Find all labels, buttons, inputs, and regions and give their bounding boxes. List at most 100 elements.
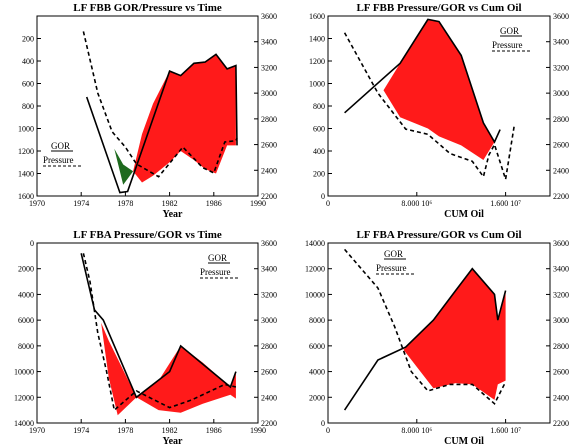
right-tick-label: 2600 xyxy=(261,368,277,377)
right-tick-label: 3200 xyxy=(261,290,277,299)
x-tick-label: 1974 xyxy=(73,426,89,435)
fill-area-2 xyxy=(133,54,236,183)
right-tick-label: 3400 xyxy=(553,265,569,274)
right-tick-label: 2400 xyxy=(553,166,569,175)
right-tick-label: 2600 xyxy=(261,141,277,150)
left-tick-label: 600 xyxy=(22,80,34,89)
right-tick-label: 2200 xyxy=(261,192,277,201)
legend: GOR Pressure xyxy=(492,26,532,52)
left-tick-label: 14000 xyxy=(305,239,325,248)
chart-title: LF FBB Pressure/GOR vs Cum Oil xyxy=(356,2,521,14)
series-line-pressure xyxy=(82,31,238,178)
fill-area-1 xyxy=(114,148,134,185)
x-tick-label: 1978 xyxy=(117,426,133,435)
right-tick-label: 3600 xyxy=(261,239,277,248)
x-tick-label: 1990 xyxy=(250,199,266,208)
x-axis-label: Year xyxy=(163,209,184,220)
right-tick-label: 3000 xyxy=(553,316,569,325)
left-tick-label: 200 xyxy=(22,35,34,44)
right-tick-label: 3600 xyxy=(261,12,277,21)
plot-frame xyxy=(36,242,259,424)
x-tick-label: 1978 xyxy=(117,199,133,208)
x-axis-label: CUM Oil xyxy=(444,436,484,445)
plot-frame xyxy=(327,242,551,424)
chart-panel-4: LF FBA Pressure/GOR vs Cum Oil 0 2000 4000 6… xyxy=(305,229,569,445)
series-line-gor xyxy=(80,253,237,399)
left-tick-label: 400 xyxy=(313,147,325,156)
left-tick-label: 6000 xyxy=(309,342,325,351)
left-tick-label: 1600 xyxy=(309,12,325,21)
left-tick-label: 800 xyxy=(313,102,325,111)
right-tick-label: 2200 xyxy=(553,192,569,201)
left-tick-label: 12000 xyxy=(14,393,34,402)
right-tick-label: 3400 xyxy=(261,265,277,274)
right-tick-label: 2400 xyxy=(261,166,277,175)
right-tick-label: 3000 xyxy=(261,316,277,325)
chart-panel-3: LF FBA Pressure/GOR vs Time 0 2000 4000 6000… xyxy=(14,229,277,445)
left-tick-label: 1000 xyxy=(18,125,34,134)
fill-area-1 xyxy=(101,322,236,416)
x-tick-label: 1982 xyxy=(162,199,178,208)
legend-label-gor: GOR xyxy=(208,253,227,263)
left-tick-label: 1200 xyxy=(309,57,325,66)
chart-panel-1: LF FBB GOR/Pressure vs Time 200 400 600 800 1… xyxy=(18,2,277,220)
right-tick-label: 3200 xyxy=(553,290,569,299)
legend: GOR Pressure xyxy=(43,141,83,167)
left-tick-label: 0 xyxy=(321,192,325,201)
chart-panel-2: LF FBB Pressure/GOR vs Cum Oil 0 200 400 600… xyxy=(309,2,569,220)
right-tick-label: 2800 xyxy=(261,342,277,351)
x-tick-label: 1986 xyxy=(206,199,222,208)
left-tick-label: 8000 xyxy=(18,342,34,351)
x-tick-label: 8.000 10⁶ xyxy=(401,426,432,435)
x-tick-label: 1.600 10⁷ xyxy=(490,199,521,208)
chart-title: LF FBA Pressure/GOR vs Time xyxy=(73,229,222,241)
legend-label-pressure: Pressure xyxy=(376,263,407,273)
x-tick-label: 1.600 10⁷ xyxy=(490,426,521,435)
right-tick-label: 3600 xyxy=(553,12,569,21)
series-line-pressure xyxy=(82,253,237,412)
legend: GOR Pressure xyxy=(376,249,416,275)
right-tick-label: 2400 xyxy=(261,393,277,402)
right-tick-label: 2800 xyxy=(553,342,569,351)
left-tick-label: 8000 xyxy=(309,316,325,325)
right-tick-label: 3200 xyxy=(553,63,569,72)
left-tick-label: 0 xyxy=(30,239,34,248)
legend-label-gor: GOR xyxy=(384,249,403,259)
left-tick-label: 10000 xyxy=(305,290,325,299)
legend-label-pressure: Pressure xyxy=(492,40,523,50)
right-tick-label: 3400 xyxy=(553,38,569,47)
x-tick-label: 1974 xyxy=(73,199,89,208)
right-tick-label: 3000 xyxy=(261,89,277,98)
left-tick-label: 12000 xyxy=(305,265,325,274)
legend-label-gor: GOR xyxy=(500,26,519,36)
right-tick-label: 2800 xyxy=(553,115,569,124)
left-tick-label: 1400 xyxy=(18,170,34,179)
left-tick-label: 200 xyxy=(313,170,325,179)
x-axis-label: CUM Oil xyxy=(444,209,484,220)
left-tick-label: 600 xyxy=(313,125,325,134)
left-tick-label: 0 xyxy=(321,419,325,428)
series-line-gor xyxy=(344,18,501,144)
left-tick-label: 2000 xyxy=(18,265,34,274)
right-tick-label: 2200 xyxy=(553,419,569,428)
right-tick-label: 3400 xyxy=(261,38,277,47)
left-tick-label: 1200 xyxy=(18,147,34,156)
left-tick-label: 4000 xyxy=(309,368,325,377)
left-tick-label: 400 xyxy=(22,57,34,66)
series-line-gor xyxy=(343,267,507,411)
right-tick-label: 3600 xyxy=(553,239,569,248)
x-tick-label: 8.000 10⁶ xyxy=(401,199,432,208)
x-tick-label: 1970 xyxy=(29,426,45,435)
x-axis-label: Year xyxy=(163,436,184,445)
fill-area-1 xyxy=(403,268,506,400)
left-tick-label: 6000 xyxy=(18,316,34,325)
legend-label-pressure: Pressure xyxy=(43,155,74,165)
series-line-pressure xyxy=(343,248,507,405)
right-tick-label: 2800 xyxy=(261,115,277,124)
right-tick-label: 3000 xyxy=(553,89,569,98)
x-tick-label: 0 xyxy=(326,426,330,435)
legend: GOR Pressure xyxy=(200,253,240,279)
x-tick-label: 1990 xyxy=(250,426,266,435)
left-tick-label: 4000 xyxy=(18,290,34,299)
